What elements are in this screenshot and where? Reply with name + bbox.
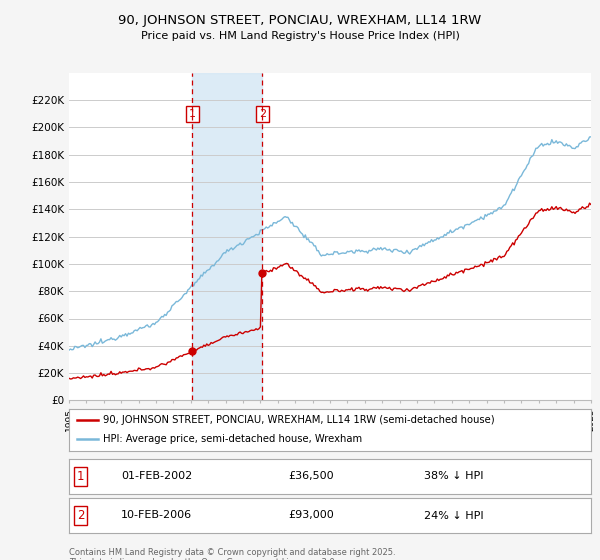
Text: £93,000: £93,000	[288, 511, 334, 520]
Text: HPI: Average price, semi-detached house, Wrexham: HPI: Average price, semi-detached house,…	[103, 435, 362, 445]
Text: 01-FEB-2002: 01-FEB-2002	[121, 472, 193, 481]
Text: 10-FEB-2006: 10-FEB-2006	[121, 511, 193, 520]
Text: 1: 1	[77, 470, 84, 483]
Text: £36,500: £36,500	[288, 472, 334, 481]
Text: 90, JOHNSON STREET, PONCIAU, WREXHAM, LL14 1RW (semi-detached house): 90, JOHNSON STREET, PONCIAU, WREXHAM, LL…	[103, 415, 494, 425]
Text: 90, JOHNSON STREET, PONCIAU, WREXHAM, LL14 1RW: 90, JOHNSON STREET, PONCIAU, WREXHAM, LL…	[118, 14, 482, 27]
Bar	[192, 73, 262, 400]
Text: 2: 2	[259, 109, 266, 119]
Text: 24% ↓ HPI: 24% ↓ HPI	[424, 511, 484, 520]
Text: Price paid vs. HM Land Registry's House Price Index (HPI): Price paid vs. HM Land Registry's House …	[140, 31, 460, 41]
Text: 38% ↓ HPI: 38% ↓ HPI	[424, 472, 484, 481]
Text: Contains HM Land Registry data © Crown copyright and database right 2025.
This d: Contains HM Land Registry data © Crown c…	[69, 548, 395, 560]
Text: 2: 2	[77, 509, 84, 522]
Text: 1: 1	[189, 109, 196, 119]
